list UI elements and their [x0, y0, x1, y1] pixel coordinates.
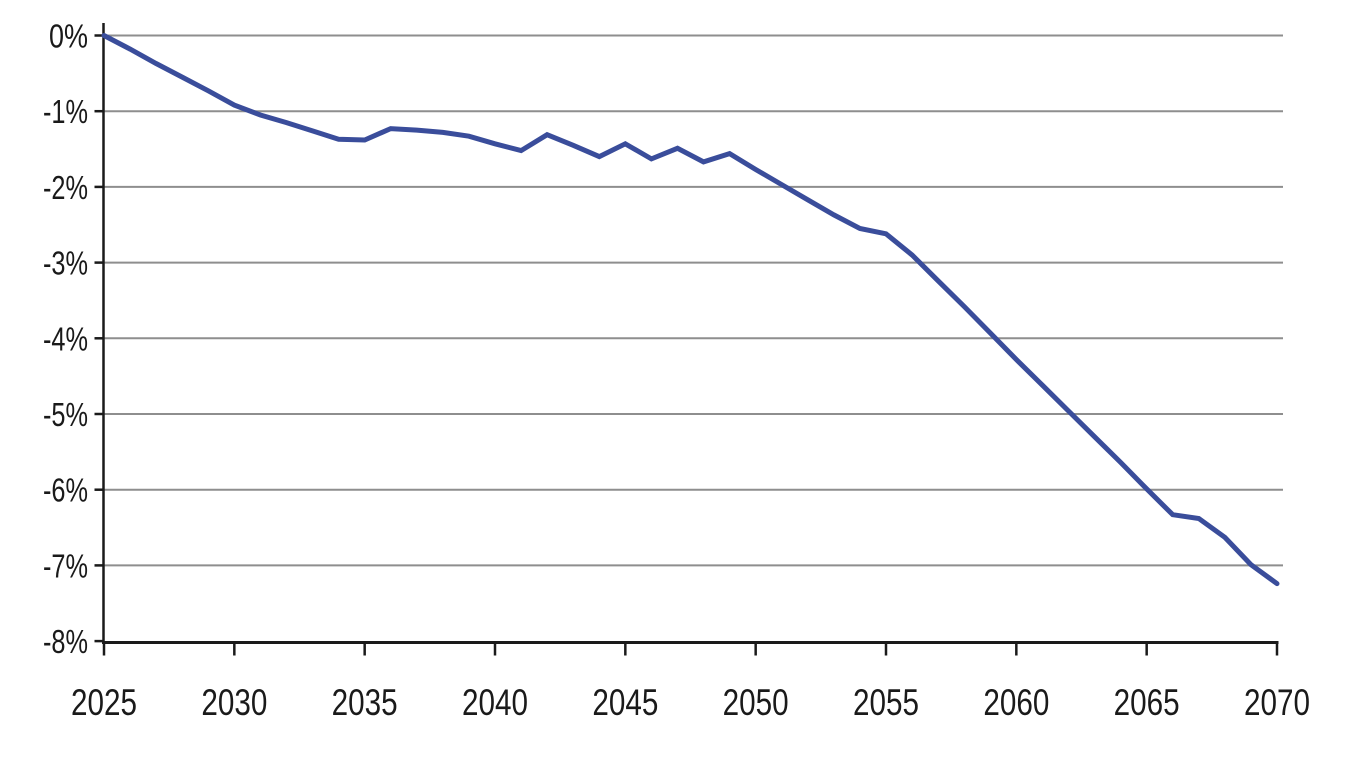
y-tick-label: -1% [43, 93, 88, 130]
y-tick-label: -3% [43, 245, 88, 282]
series-group [101, 33, 1280, 587]
data-series-line [101, 33, 1280, 587]
x-tick-label: 2055 [853, 682, 919, 723]
y-tick-label: -7% [43, 547, 88, 584]
x-tick-label: 2025 [71, 682, 137, 723]
x-tick-label: 2060 [983, 682, 1049, 723]
y-tick-label: -4% [43, 320, 88, 357]
x-tick-label: 2050 [723, 682, 789, 723]
x-tick-label: 2065 [1114, 682, 1180, 723]
tick-labels-group: 0% -1% -2% -3% -4% -5% -6% -7% -8% 2025 2030 2035 20… [43, 18, 1310, 724]
gridlines-group [103, 34, 1283, 567]
x-tick-label: 2045 [592, 682, 658, 723]
y-tick-label: -6% [43, 472, 88, 509]
y-tick-label: -2% [43, 169, 88, 206]
axes-group [102, 23, 1279, 644]
y-tick-label: -5% [43, 396, 88, 433]
x-tick-label: 2030 [201, 682, 267, 723]
y-tick-label: -8% [43, 623, 88, 660]
ticks-group [94, 34, 1279, 656]
x-tick-label: 2070 [1244, 682, 1310, 723]
x-tick-label: 2035 [332, 682, 398, 723]
y-tick-label: 0% [49, 18, 88, 55]
x-tick-label: 2040 [462, 682, 528, 723]
